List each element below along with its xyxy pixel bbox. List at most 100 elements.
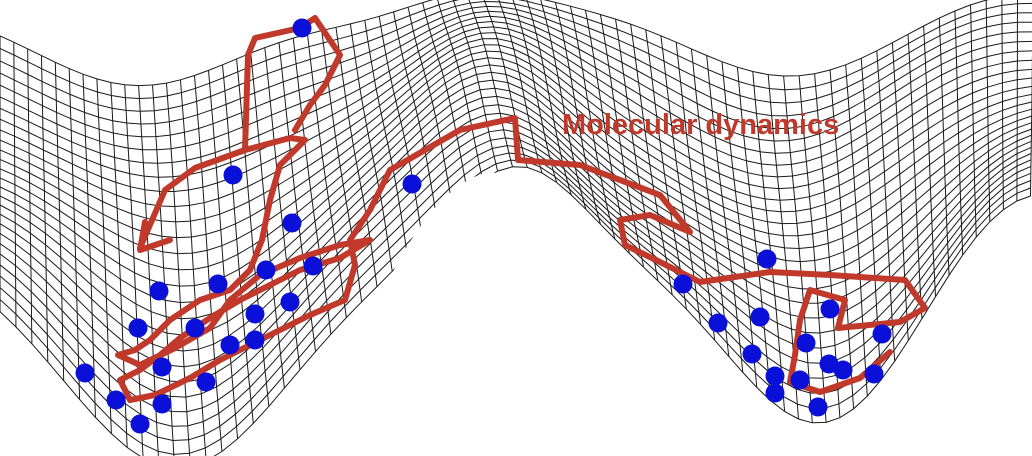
sample-point — [245, 304, 265, 324]
mesh-line — [752, 71, 786, 412]
mesh-line — [0, 5, 1032, 125]
mesh-line — [0, 0, 990, 87]
mesh-line — [675, 42, 716, 341]
mesh-line — [554, 2, 601, 225]
trajectory-arrowhead-icon — [137, 219, 173, 253]
sample-point — [757, 249, 777, 269]
mesh-line — [526, 0, 572, 196]
sample-point — [220, 335, 240, 355]
mesh-line — [96, 78, 112, 434]
sample-point — [864, 364, 884, 384]
mesh-line — [814, 73, 841, 418]
mesh-line — [307, 34, 347, 318]
ridge-underside — [330, 172, 700, 456]
sample-points — [75, 18, 892, 434]
sample-point — [152, 357, 172, 377]
mesh-line — [783, 75, 813, 423]
mesh-line — [13, 42, 17, 327]
mesh-line — [706, 55, 744, 373]
sample-point — [256, 260, 276, 280]
mesh-line — [236, 58, 270, 407]
mesh-line — [540, 0, 587, 210]
mesh-line — [422, 2, 469, 193]
sample-point — [872, 324, 892, 344]
sample-point — [208, 274, 228, 294]
sample-point — [765, 366, 785, 386]
mesh-line — [599, 14, 645, 268]
mesh-line — [569, 6, 616, 240]
sample-point — [790, 370, 810, 390]
sample-point — [808, 397, 828, 417]
mesh-line — [468, 0, 513, 167]
mesh-line — [208, 70, 239, 439]
mesh-line — [923, 25, 936, 297]
mesh-line — [630, 24, 673, 295]
mesh-line — [250, 53, 285, 389]
sample-point — [796, 333, 816, 353]
mesh-line — [194, 75, 223, 452]
mesh-line — [970, 4, 977, 238]
sample-point — [765, 383, 785, 403]
sample-point — [280, 292, 300, 312]
sample-point — [750, 307, 770, 327]
mesh-line — [483, 0, 528, 168]
mesh-line — [736, 67, 772, 401]
mesh-line — [954, 10, 964, 256]
mesh-line — [166, 83, 191, 456]
mesh-line — [1001, 0, 1004, 210]
mesh-line — [645, 29, 687, 310]
mesh-line — [278, 42, 316, 352]
sample-point — [833, 360, 853, 380]
mesh-line — [938, 18, 950, 276]
mesh-line — [498, 0, 543, 174]
mesh-line — [180, 79, 207, 456]
sample-point — [245, 330, 265, 350]
mesh-line — [1016, 0, 1018, 201]
mesh-line — [512, 0, 558, 183]
mesh-line — [82, 74, 96, 418]
mesh-line — [378, 16, 424, 240]
sample-point — [673, 274, 693, 294]
sample-point — [130, 414, 150, 434]
mesh-line — [845, 64, 868, 397]
sample-point — [106, 390, 126, 410]
molecular-dynamics-trajectory — [115, 15, 928, 403]
mesh-line — [452, 0, 499, 172]
trajectory-loop — [242, 15, 343, 153]
mesh-line — [407, 7, 454, 208]
mesh-line — [349, 23, 393, 272]
mesh-line — [364, 20, 408, 256]
sample-point — [128, 318, 148, 338]
mesh-line — [41, 55, 49, 362]
trajectory-path — [115, 115, 928, 403]
mesh-line — [907, 34, 923, 319]
mesh-line — [222, 64, 254, 424]
sample-point — [820, 299, 840, 319]
mesh-line — [292, 38, 332, 335]
mesh-line — [615, 19, 659, 281]
sample-point — [708, 313, 728, 333]
mesh-line — [985, 0, 991, 222]
mesh-line — [876, 50, 896, 362]
mesh-line — [0, 0, 1032, 100]
mesh-line — [124, 84, 144, 456]
molecular-dynamics-label: Molecular dynamics — [562, 109, 839, 141]
mesh-line — [829, 69, 855, 409]
mesh-line — [891, 42, 909, 341]
mesh-line — [68, 68, 81, 400]
sample-point — [149, 281, 169, 301]
mesh-line — [690, 48, 730, 357]
sample-point — [185, 318, 205, 338]
sample-point — [152, 394, 172, 414]
mesh-line — [27, 48, 33, 344]
sample-point — [292, 18, 312, 38]
mesh-line — [54, 62, 65, 381]
sample-point — [402, 174, 422, 194]
mesh-line — [721, 61, 758, 388]
sample-point — [742, 344, 762, 364]
sample-point — [196, 372, 216, 392]
mesh-line — [437, 0, 484, 181]
mesh-line — [393, 11, 439, 224]
